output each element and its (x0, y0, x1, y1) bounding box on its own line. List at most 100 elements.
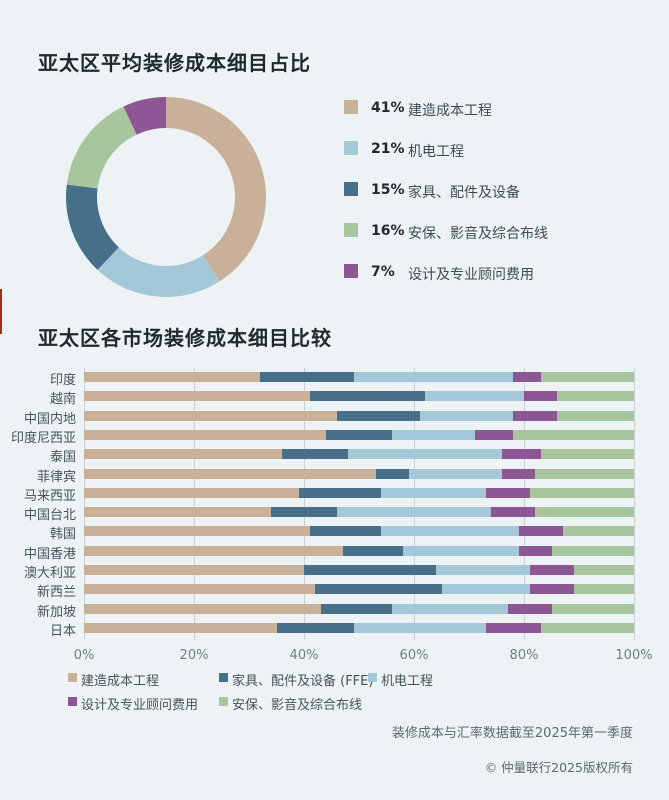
bar-segment (419, 410, 513, 421)
legend-swatch-mep (368, 673, 377, 682)
bar-segment (353, 372, 513, 382)
gridline-0% (84, 368, 85, 640)
bar-segment (315, 584, 442, 595)
legend-swatch-design-fees (68, 697, 77, 706)
bar-segment (326, 429, 392, 440)
category-label-新加坡: 新加坡 (36, 604, 76, 620)
gridline-60% (414, 368, 415, 640)
bar-segment (485, 487, 530, 498)
bar-segment (408, 468, 502, 479)
bar-row-中国内地 (84, 410, 634, 421)
left-edge-red-dash (0, 289, 2, 334)
x-tick-label: 20% (179, 648, 209, 663)
bar-segment (557, 410, 634, 421)
legend-label: 安保、影音及综合布线 (408, 226, 548, 242)
category-label-印度: 印度 (49, 373, 76, 388)
bar-segment (282, 449, 348, 460)
bar-segment (276, 622, 354, 633)
category-label-马来西亚: 马来西亚 (23, 488, 76, 504)
bar-segment (562, 526, 634, 537)
bar-segment (529, 565, 574, 575)
bar-segment (348, 449, 502, 460)
category-label-泰国: 泰国 (49, 450, 76, 466)
bar-segment (309, 526, 381, 537)
bar-row-新西兰 (84, 584, 634, 595)
bar-segment (271, 507, 337, 518)
donut-chart (66, 97, 266, 297)
category-label-越南: 越南 (49, 392, 76, 408)
bar-row-马来西亚 (84, 487, 634, 498)
bar-segment (337, 507, 491, 518)
bar-segment (84, 526, 310, 537)
bar-segment (573, 565, 634, 575)
x-tick-label: 0% (73, 648, 95, 663)
legend-swatch-security-av (344, 223, 358, 237)
bar-segment (84, 449, 282, 460)
legend-swatch-ffe (344, 182, 358, 196)
legend-swatch-mep (344, 141, 358, 155)
bar-segment (381, 526, 519, 537)
bar-segment (502, 468, 535, 479)
x-tick-label: 40% (289, 648, 319, 663)
category-label-印度尼西亚: 印度尼西亚 (10, 430, 76, 446)
bar-segment (551, 545, 634, 556)
bar-row-中国香港 (84, 545, 634, 556)
legend-label: 建造成本工程 (408, 103, 492, 119)
bar-segment (485, 622, 541, 633)
bar-segment (375, 468, 409, 479)
bar-segment (425, 391, 524, 402)
legend-label: 设计及专业顾问费用 (408, 267, 534, 283)
legend-swatch-ffe (219, 673, 228, 682)
bar-segment (337, 410, 420, 421)
bar-segment (529, 584, 574, 595)
bar-segment (557, 391, 634, 402)
bar-segment (381, 487, 486, 498)
bar-row-澳大利亚 (84, 565, 634, 575)
bar-segment (84, 487, 299, 498)
bar-segment (441, 584, 530, 595)
bar-segment (535, 468, 634, 479)
bar-segment (84, 622, 277, 633)
bar-segment (403, 545, 519, 556)
gridline-20% (194, 368, 195, 640)
category-label-新西兰: 新西兰 (36, 585, 76, 601)
legend-label: 安保、影音及综合布线 (232, 698, 363, 713)
bar-segment (84, 429, 326, 440)
donut-segment-1 (97, 247, 220, 297)
category-label-日本: 日本 (49, 623, 76, 639)
bar-segment (507, 603, 552, 614)
gridline-100% (634, 368, 635, 640)
legend-label: 家具、配件及设备 (FFE) (232, 674, 374, 689)
donut-segment-2 (66, 184, 119, 270)
legend-pct: 41% (371, 100, 405, 116)
bar-segment (573, 584, 634, 595)
bar-segment (502, 449, 541, 460)
bar-segment (320, 603, 392, 614)
legend-pct: 7% (371, 264, 395, 280)
bar-segment (84, 603, 321, 614)
bar-segment (518, 526, 563, 537)
bar-segment (84, 372, 260, 382)
bar-row-日本 (84, 622, 634, 633)
x-tick-label: 80% (509, 648, 539, 663)
bar-segment (436, 565, 530, 575)
bar-segment (353, 622, 486, 633)
bar-segment (540, 372, 634, 382)
donut-segment-0 (166, 97, 266, 282)
bar-row-泰国 (84, 449, 634, 460)
bar-segment (535, 507, 634, 518)
category-label-韩国: 韩国 (49, 527, 76, 543)
legend-pct: 21% (371, 141, 405, 157)
bar-segment (84, 410, 337, 421)
donut-segment-3 (66, 106, 137, 189)
copyright-notice: © 仲量联行2025版权所有 (484, 760, 633, 775)
bar-segment (392, 429, 475, 440)
category-label-中国内地: 中国内地 (23, 411, 76, 427)
bar-segment (84, 545, 343, 556)
bar-row-新加坡 (84, 603, 634, 614)
bar-chart-title: 亚太区各市场装修成本细目比较 (38, 326, 332, 350)
gridline-40% (304, 368, 305, 640)
bar-segment (513, 410, 557, 421)
bar-segment (540, 622, 634, 633)
